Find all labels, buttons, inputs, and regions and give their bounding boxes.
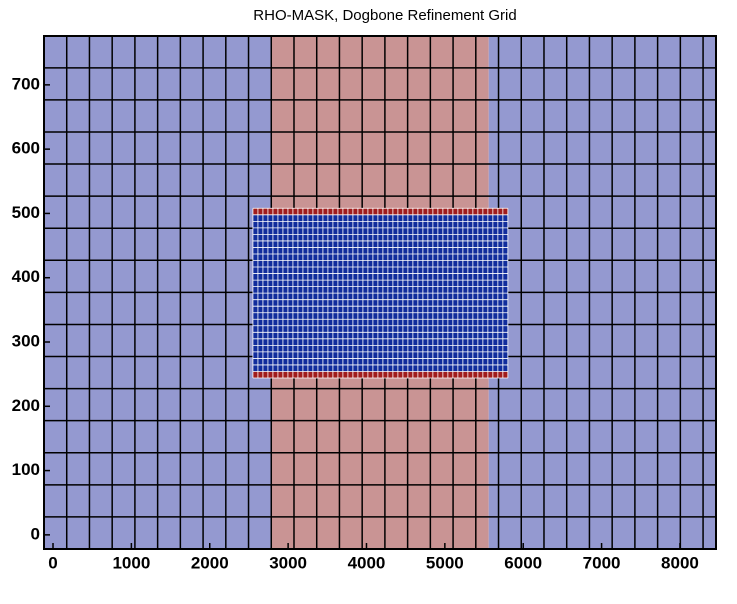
chart-title: RHO-MASK, Dogbone Refinement Grid (253, 7, 516, 24)
y-tick-label: 300 (12, 331, 40, 350)
x-tick-label: 7000 (583, 553, 621, 572)
y-tick-label: 100 (12, 460, 40, 479)
x-tick-label: 3000 (269, 553, 307, 572)
x-tick-label: 4000 (348, 553, 386, 572)
x-tick-label: 2000 (191, 553, 229, 572)
x-tick-label: 8000 (661, 553, 699, 572)
y-tick-label: 0 (31, 524, 40, 543)
fine-region (252, 208, 508, 215)
x-tick-label: 1000 (112, 553, 150, 572)
y-tick-label: 500 (12, 203, 40, 222)
y-tick-label: 700 (12, 74, 40, 93)
y-tick-label: 600 (12, 139, 40, 158)
y-tick-label: 200 (12, 396, 40, 415)
x-tick-label: 6000 (504, 553, 542, 572)
plot-frame (43, 35, 717, 550)
x-tick-label: 0 (48, 553, 57, 572)
y-tick-label: 400 (12, 267, 40, 286)
fine-region (252, 371, 508, 378)
x-tick-label: 5000 (426, 553, 464, 572)
